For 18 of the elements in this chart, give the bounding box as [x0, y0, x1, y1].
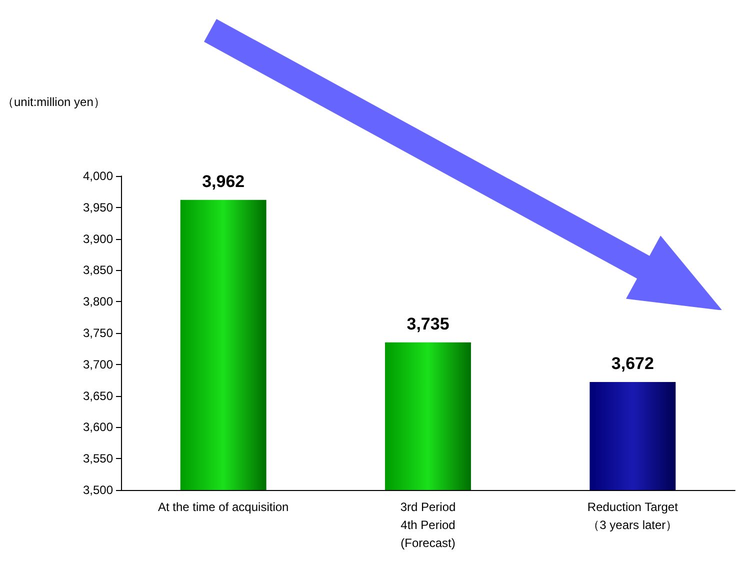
x-tick-label: At the time of acquisition	[158, 500, 289, 514]
x-tick-label: 3rd Period 4th Period (Forecast)	[400, 500, 456, 550]
y-tick-label: 3,650	[82, 388, 114, 403]
y-tick-label: 3,600	[82, 420, 114, 434]
y-tick-label: 3,750	[82, 326, 114, 340]
y-tick-label: 3,700	[82, 357, 114, 372]
y-axis-title: （unit:million yen）	[2, 95, 106, 109]
data-label: 3,672	[611, 354, 654, 373]
data-label: 3,735	[406, 314, 450, 334]
y-tick-label: 4,000	[82, 169, 114, 183]
y-tick-label: 3,950	[82, 200, 114, 214]
data-label: 3,962	[202, 172, 245, 191]
y-tick-label: 3,800	[82, 294, 114, 309]
y-tick-label: 3,550	[82, 452, 114, 466]
y-tick-label: 3,850	[82, 263, 114, 278]
x-tick-label: Reduction Target （3 years later）	[587, 500, 679, 532]
y-tick-label: 3,900	[82, 232, 114, 246]
y-tick-label: 3,500	[82, 483, 114, 497]
